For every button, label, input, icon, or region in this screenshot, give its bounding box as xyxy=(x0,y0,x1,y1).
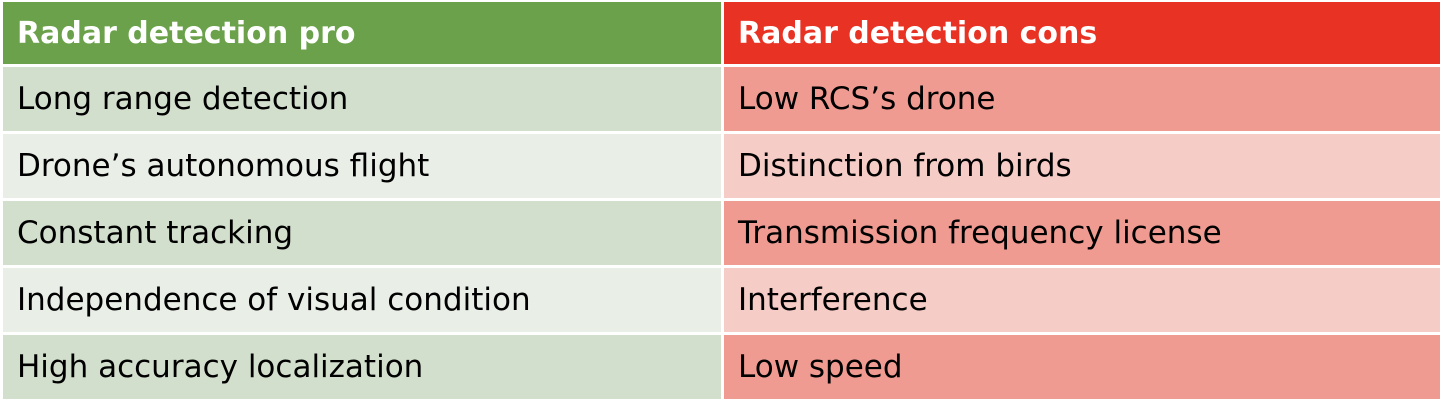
con-cell: Transmission frequency license xyxy=(724,201,1440,265)
pros-cons-table: Radar detection pro Radar detection cons… xyxy=(3,2,1440,399)
pro-cell: Drone’s autonomous flight xyxy=(3,134,721,198)
pro-header: Radar detection pro xyxy=(3,2,721,64)
pro-cell: Long range detection xyxy=(3,67,721,131)
con-cell: Interference xyxy=(724,268,1440,332)
pro-cell: High accuracy localization xyxy=(3,335,721,399)
con-cell: Distinction from birds xyxy=(724,134,1440,198)
con-cell: Low speed xyxy=(724,335,1440,399)
pro-cell: Independence of visual condition xyxy=(3,268,721,332)
con-cell: Low RCS’s drone xyxy=(724,67,1440,131)
pro-cell: Constant tracking xyxy=(3,201,721,265)
cons-header: Radar detection cons xyxy=(724,2,1440,64)
